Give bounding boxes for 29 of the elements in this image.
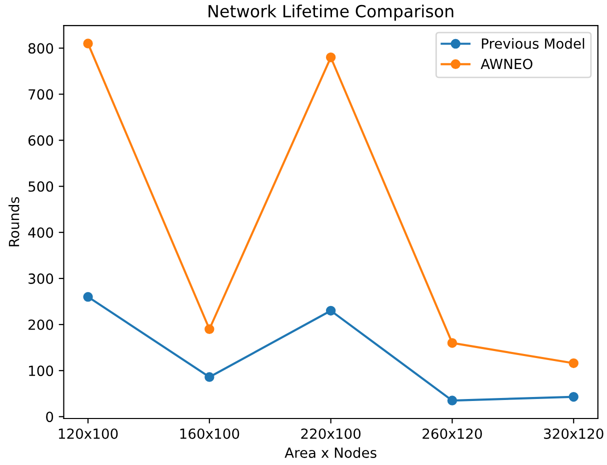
x-tick-label: 160x100	[180, 428, 240, 439]
y-axis-title: Rounds	[8, 197, 20, 246]
x-tick-label: 220x100	[301, 428, 361, 439]
legend-label: Previous Model	[482, 38, 584, 49]
y-tick-label: 0	[46, 412, 54, 422]
point	[447, 396, 458, 406]
y-tick-label: 500	[28, 181, 54, 192]
x-tick-label: 320x120	[544, 428, 604, 439]
point	[83, 38, 93, 48]
point	[83, 292, 93, 302]
point	[326, 306, 336, 316]
point	[568, 358, 578, 368]
point	[204, 324, 214, 334]
legend-label: AWNEO	[480, 58, 532, 70]
y-tick-label: 400	[28, 227, 54, 238]
x-axis-title: Area x Nodes	[284, 447, 376, 458]
y-tick-label: 800	[28, 43, 54, 54]
x-tick-label: 260x120	[422, 428, 482, 439]
chart-title: Network Lifetime Comparison	[208, 4, 454, 21]
y-tick-label: 300	[28, 273, 54, 284]
y-tick-label: 200	[28, 320, 54, 330]
point	[326, 52, 336, 62]
y-tick-label: 600	[28, 135, 54, 146]
point	[447, 338, 458, 348]
y-tick-label: 100	[29, 366, 54, 376]
x-tick-label: 120x100	[58, 428, 118, 439]
point	[568, 392, 578, 402]
y-tick-label: 700	[28, 89, 54, 100]
point	[204, 372, 214, 382]
